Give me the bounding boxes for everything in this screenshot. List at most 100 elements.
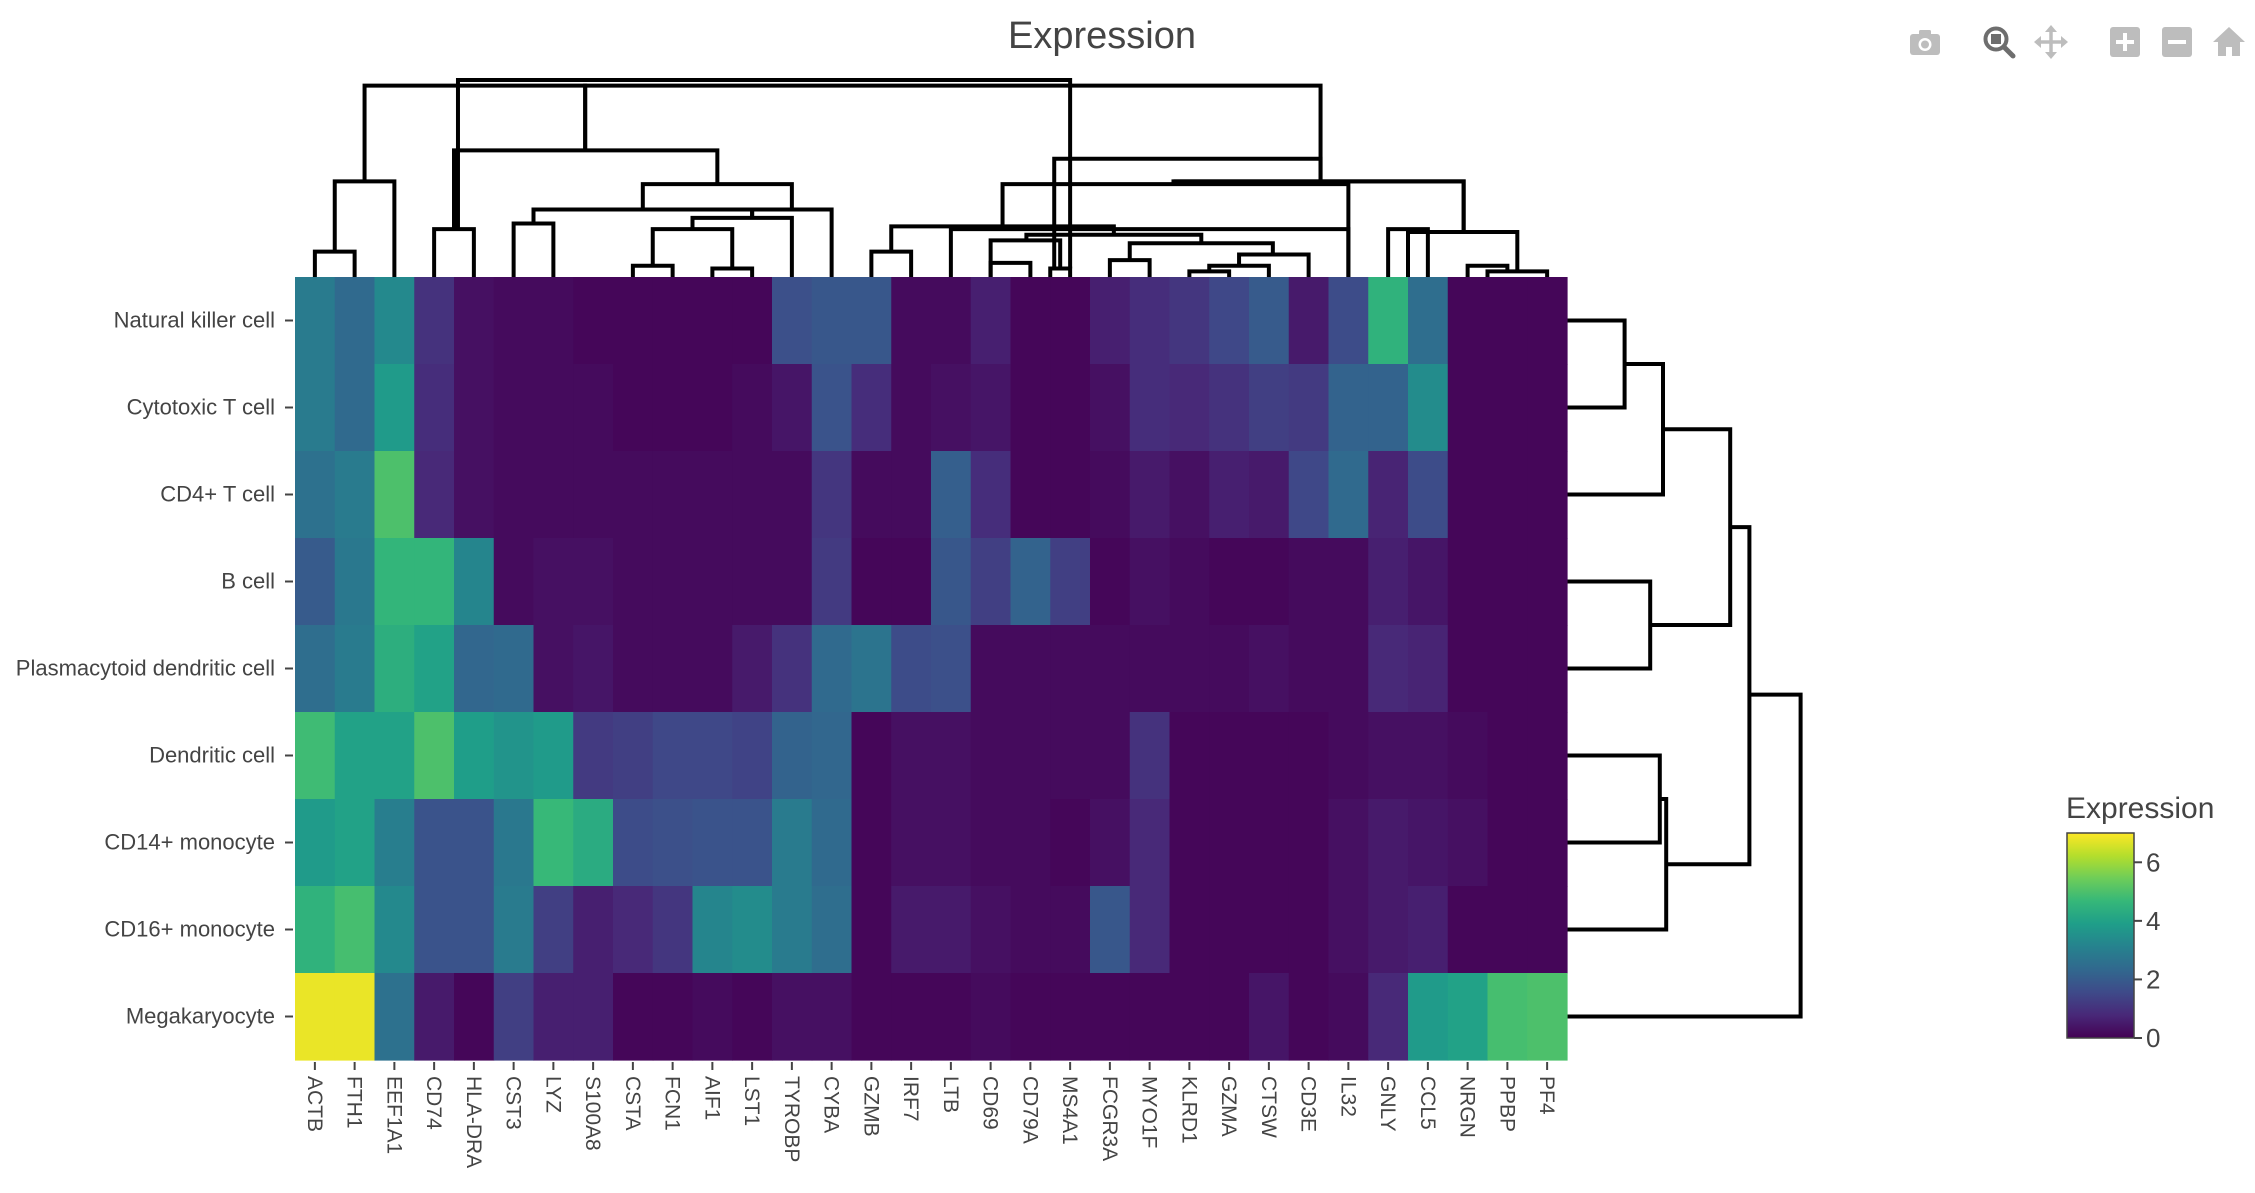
heatmap-cell[interactable] (295, 712, 336, 800)
heatmap-cell[interactable] (1129, 799, 1171, 887)
heatmap-cell[interactable] (374, 799, 415, 887)
heatmap-cell[interactable] (1209, 799, 1250, 887)
heatmap-cell[interactable] (533, 364, 574, 452)
reset-axes-button[interactable] (2203, 22, 2255, 62)
heatmap-cell[interactable] (295, 973, 336, 1061)
heatmap-cell[interactable] (1328, 712, 1369, 800)
heatmap-cell[interactable] (652, 712, 694, 800)
heatmap-cell[interactable] (334, 277, 376, 365)
heatmap-cell[interactable] (493, 886, 535, 974)
heatmap-cell[interactable] (334, 625, 376, 713)
heatmap-cell[interactable] (334, 364, 376, 452)
heatmap-cell[interactable] (772, 451, 813, 539)
heatmap-cell[interactable] (1129, 625, 1171, 713)
heatmap-cell[interactable] (533, 973, 574, 1061)
heatmap-cell[interactable] (1527, 451, 1568, 539)
heatmap-cell[interactable] (613, 799, 654, 887)
heatmap-cell[interactable] (1249, 451, 1290, 539)
heatmap-cell[interactable] (1209, 277, 1250, 365)
heatmap-cell[interactable] (334, 712, 376, 800)
heatmap-cell[interactable] (1447, 712, 1489, 800)
heatmap-cell[interactable] (692, 886, 733, 974)
heatmap-cell[interactable] (1169, 799, 1210, 887)
heatmap-cell[interactable] (1249, 364, 1290, 452)
heatmap-cell[interactable] (1527, 973, 1568, 1061)
heatmap-cell[interactable] (1408, 712, 1449, 800)
heatmap-cell[interactable] (1288, 625, 1330, 713)
heatmap-cell[interactable] (851, 451, 892, 539)
heatmap-cell[interactable] (414, 973, 455, 1061)
heatmap-cell[interactable] (1050, 712, 1091, 800)
heatmap-cell[interactable] (295, 364, 336, 452)
heatmap-cell[interactable] (613, 364, 654, 452)
heatmap-cell[interactable] (652, 973, 694, 1061)
heatmap-cell[interactable] (772, 712, 813, 800)
heatmap-cell[interactable] (493, 538, 535, 626)
heatmap-cell[interactable] (732, 799, 773, 887)
heatmap-cell[interactable] (1368, 625, 1409, 713)
heatmap-cell[interactable] (772, 886, 813, 974)
heatmap-cell[interactable] (811, 886, 853, 974)
heatmap-cell[interactable] (613, 277, 654, 365)
heatmap-cell[interactable] (1129, 277, 1171, 365)
heatmap-cell[interactable] (891, 451, 932, 539)
heatmap-cell[interactable] (732, 625, 773, 713)
heatmap-cell[interactable] (811, 712, 853, 800)
heatmap-cell[interactable] (533, 277, 574, 365)
heatmap-cell[interactable] (1129, 973, 1171, 1061)
heatmap-cell[interactable] (493, 712, 535, 800)
heatmap-cell[interactable] (811, 973, 853, 1061)
heatmap-cell[interactable] (573, 973, 614, 1061)
heatmap-cell[interactable] (334, 451, 376, 539)
heatmap-cell[interactable] (414, 451, 455, 539)
heatmap-cell[interactable] (1487, 451, 1528, 539)
heatmap-cell[interactable] (414, 364, 455, 452)
heatmap-cell[interactable] (1169, 538, 1210, 626)
heatmap-cell[interactable] (454, 538, 495, 626)
heatmap-cell[interactable] (772, 799, 813, 887)
heatmap-cell[interactable] (1169, 886, 1210, 974)
heatmap-cell[interactable] (454, 973, 495, 1061)
heatmap-cell[interactable] (692, 973, 733, 1061)
heatmap-cell[interactable] (295, 451, 336, 539)
heatmap-cell[interactable] (1447, 538, 1489, 626)
heatmap-cell[interactable] (970, 973, 1012, 1061)
heatmap-cell[interactable] (1050, 451, 1091, 539)
heatmap-cell[interactable] (1447, 364, 1489, 452)
heatmap-cell[interactable] (1527, 712, 1568, 800)
zoom-in-button[interactable] (2099, 22, 2151, 62)
heatmap-cell[interactable] (970, 277, 1012, 365)
heatmap-cell[interactable] (970, 712, 1012, 800)
heatmap-cell[interactable] (1288, 277, 1330, 365)
heatmap-cell[interactable] (613, 538, 654, 626)
heatmap-cell[interactable] (533, 538, 574, 626)
heatmap-cell[interactable] (295, 538, 336, 626)
heatmap-cell[interactable] (1169, 277, 1210, 365)
heatmap-cell[interactable] (772, 277, 813, 365)
heatmap-cell[interactable] (1288, 799, 1330, 887)
heatmap-cell[interactable] (931, 799, 972, 887)
heatmap-cell[interactable] (374, 538, 415, 626)
heatmap-cell[interactable] (1288, 451, 1330, 539)
heatmap-cell[interactable] (1050, 799, 1091, 887)
heatmap-cell[interactable] (1169, 625, 1210, 713)
heatmap-cell[interactable] (1129, 712, 1171, 800)
heatmap-cell[interactable] (295, 277, 336, 365)
heatmap-cell[interactable] (772, 364, 813, 452)
heatmap-cell[interactable] (931, 364, 972, 452)
heatmap-cell[interactable] (1010, 451, 1051, 539)
heatmap-cell[interactable] (970, 451, 1012, 539)
heatmap-cell[interactable] (652, 625, 694, 713)
heatmap-cell[interactable] (533, 625, 574, 713)
heatmap-cell[interactable] (1328, 451, 1369, 539)
heatmap-cell[interactable] (374, 625, 415, 713)
heatmap-cell[interactable] (1010, 886, 1051, 974)
heatmap-cell[interactable] (454, 277, 495, 365)
heatmap-cell[interactable] (1010, 364, 1051, 452)
heatmap-cell[interactable] (1328, 799, 1369, 887)
heatmap-cell[interactable] (1209, 538, 1250, 626)
heatmap-cell[interactable] (334, 973, 376, 1061)
heatmap-cell[interactable] (1050, 538, 1091, 626)
heatmap-cell[interactable] (732, 364, 773, 452)
heatmap-cell[interactable] (931, 625, 972, 713)
